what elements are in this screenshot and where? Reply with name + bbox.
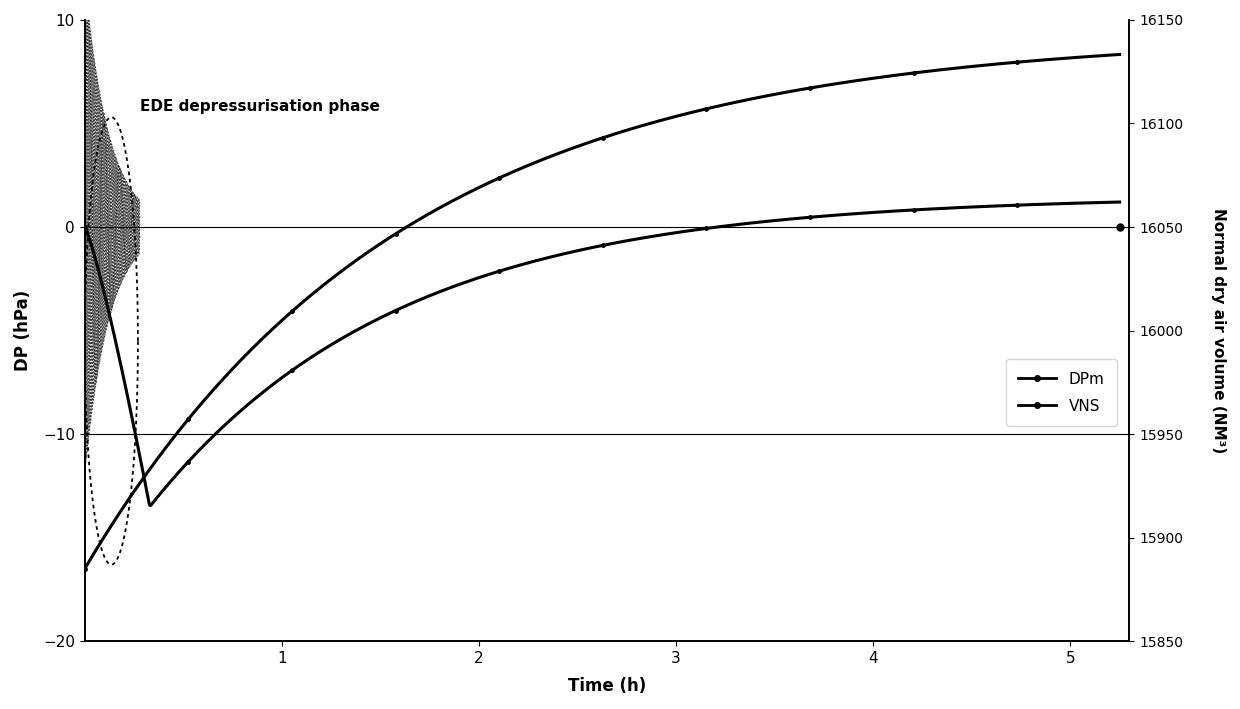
VNS [968,62,983,70]
VNS [862,74,877,83]
DPm [970,203,985,211]
VNS [737,96,751,105]
DPm [680,227,694,235]
DPm [141,494,156,503]
Y-axis label: DP (hPa): DP (hPa) [14,290,32,371]
Line: VNS: VNS [83,52,1121,571]
VNS [141,467,156,476]
VNS [706,103,720,111]
X-axis label: Time (h): Time (h) [568,677,646,695]
Line: DPm: DPm [83,200,1121,507]
VNS [678,110,693,118]
DPm [863,208,878,217]
DPm [738,219,753,228]
VNS [1112,50,1127,59]
DPm [144,501,159,510]
DPm [1112,198,1127,206]
Text: EDE depressurisation phase: EDE depressurisation phase [140,99,379,114]
Y-axis label: Normal dry air volume (NM³): Normal dry air volume (NM³) [1211,208,1226,453]
DPm [77,223,92,231]
DPm [707,223,722,232]
Legend: DPm, VNS: DPm, VNS [1006,359,1117,426]
VNS [77,564,92,573]
